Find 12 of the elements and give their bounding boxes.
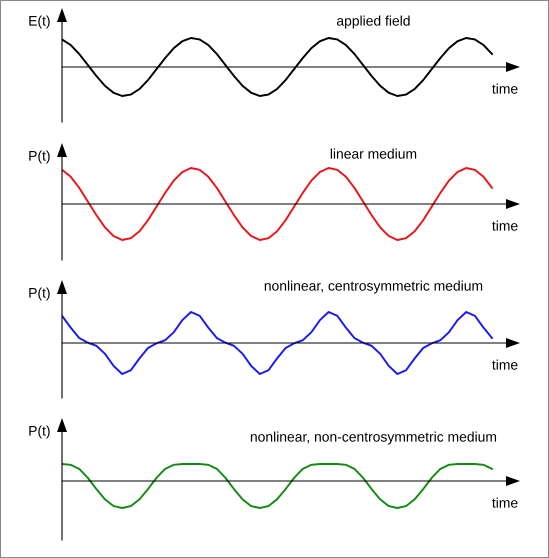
y-axis-title: E(t) xyxy=(29,16,50,28)
chart-title: linear medium xyxy=(330,148,416,159)
x-axis-title: time xyxy=(492,498,518,508)
x-axis-title: time xyxy=(492,220,518,231)
y-axis-title: P(t) xyxy=(29,150,50,164)
y-axis-title: P(t) xyxy=(29,288,50,300)
x-axis-title: time xyxy=(492,360,518,370)
chart-title: nonlinear, centrosymmetric medium xyxy=(264,280,482,294)
x-axis-title: time xyxy=(492,84,518,94)
chart-title: applied field xyxy=(336,16,410,28)
y-axis-title: P(t) xyxy=(29,426,50,438)
chart-title: nonlinear, non-centrosymmetric medium xyxy=(250,432,496,444)
